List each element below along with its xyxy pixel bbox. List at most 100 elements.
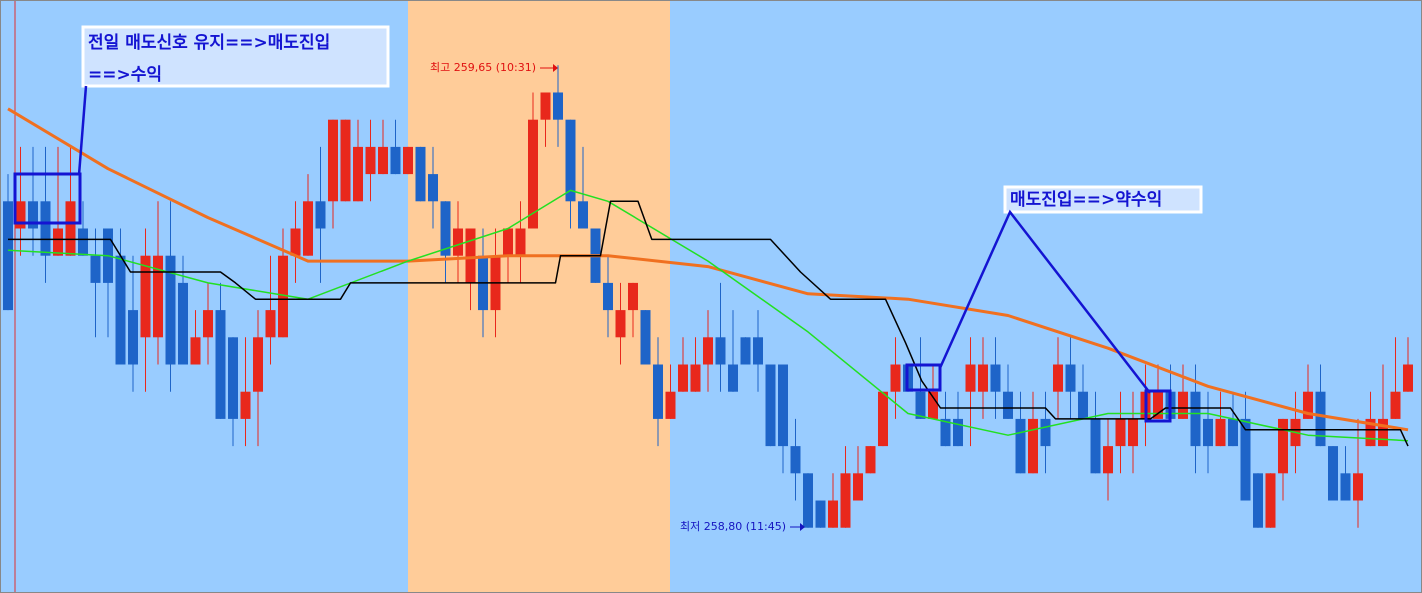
- candle-body: [653, 364, 663, 419]
- candle-body: [1315, 391, 1326, 447]
- candle-body: [1128, 418, 1138, 447]
- candle-body: [628, 282, 638, 311]
- candle-body: [428, 174, 438, 202]
- candle-body: [1378, 418, 1388, 447]
- candle-body: [1403, 364, 1413, 392]
- highlight-box: [905, 363, 942, 392]
- candle-body: [453, 228, 463, 256]
- highlight-box: [13, 172, 82, 225]
- highlight-band: [408, 0, 670, 593]
- candle-body: [1065, 364, 1076, 392]
- candle-body: [890, 364, 901, 392]
- candle-body: [78, 228, 88, 256]
- candle-body: [40, 201, 51, 256]
- candle-body: [1253, 473, 1263, 528]
- annotation-connector: [938, 209, 1151, 394]
- candle-body: [28, 201, 38, 229]
- candle-body: [465, 228, 476, 283]
- candle-body: [353, 146, 363, 202]
- candle-body: [403, 146, 413, 175]
- candle-body: [203, 310, 213, 338]
- candle-body: [1178, 391, 1188, 419]
- indicator-line: [7, 107, 1409, 432]
- candle-body: [65, 201, 76, 256]
- candle-body: [1078, 391, 1088, 419]
- candle-body: [440, 201, 451, 256]
- candle-body: [953, 418, 963, 447]
- candle-body: [290, 228, 301, 256]
- annotation-text: ==>수익: [88, 65, 162, 85]
- candle-body: [1390, 391, 1401, 419]
- candle-body: [753, 337, 763, 365]
- candle-body: [715, 337, 726, 365]
- candle-body: [415, 146, 426, 202]
- candle-body: [940, 418, 951, 447]
- annotation-box: [81, 25, 390, 88]
- candle-body: [253, 337, 263, 392]
- candle-body: [165, 255, 176, 365]
- candle-body: [90, 255, 101, 283]
- candle-body: [1115, 418, 1126, 447]
- candle-body: [978, 364, 988, 392]
- candle-body: [1265, 473, 1276, 528]
- candle-body: [328, 119, 338, 202]
- candle-body: [140, 255, 151, 338]
- indicator-line: [8, 200, 1409, 447]
- candle-body: [1240, 418, 1251, 501]
- candle-body: [878, 391, 888, 447]
- candle-body: [928, 391, 938, 419]
- candle-body: [303, 201, 313, 256]
- candle-body: [703, 337, 713, 365]
- candle-body: [678, 364, 688, 392]
- candle-body: [1340, 473, 1351, 501]
- candle-body: [1215, 418, 1226, 447]
- candle-body: [278, 255, 288, 338]
- candle-body: [740, 337, 751, 365]
- candle-body: [390, 146, 401, 175]
- candle-body: [1090, 418, 1101, 474]
- candle-body: [240, 391, 251, 419]
- candle-body: [728, 364, 738, 392]
- marks: [3, 65, 1413, 528]
- candle-body: [1003, 391, 1013, 419]
- candle-body: [340, 119, 351, 202]
- annotations: 전일 매도신호 유지==>매도진입 ==>수익 매도진입==>약수익 최고 25…: [13, 25, 1203, 533]
- candle-body: [640, 310, 651, 365]
- candle-body: [1053, 364, 1063, 392]
- candle-body: [128, 310, 138, 365]
- candle-body: [3, 201, 13, 311]
- candle-body: [378, 146, 388, 175]
- annotation-text: 전일 매도신호 유지==>매도진입: [88, 33, 330, 53]
- candle-body: [1303, 391, 1313, 419]
- candle-body: [1228, 418, 1238, 447]
- candle-body: [178, 282, 188, 365]
- highlight-box: [1144, 389, 1172, 423]
- candle-body: [1103, 446, 1113, 474]
- candle-body: [215, 310, 226, 419]
- candle-body: [603, 282, 613, 311]
- candle-body: [815, 500, 826, 528]
- candle-body: [553, 92, 563, 120]
- candle-body: [915, 391, 926, 419]
- annotation-box: [1003, 185, 1203, 214]
- candle-body: [853, 473, 863, 501]
- annotation-connector: [77, 85, 88, 176]
- low-arrow-head: [800, 523, 805, 531]
- candle-body: [1328, 446, 1338, 501]
- candle-body: [528, 119, 538, 229]
- candle-body: [578, 201, 588, 229]
- candle-body: [115, 255, 126, 365]
- candle-body: [865, 446, 876, 474]
- candle-body: [790, 446, 801, 474]
- candle-body: [265, 310, 276, 338]
- candle-body: [315, 201, 326, 229]
- candle-body: [1353, 473, 1363, 501]
- candle-body: [565, 119, 576, 202]
- high-label: 최고 259,65 (10:31): [430, 61, 536, 74]
- candle-body: [665, 391, 676, 419]
- candle-body: [15, 201, 26, 229]
- candle-body: [1028, 418, 1038, 474]
